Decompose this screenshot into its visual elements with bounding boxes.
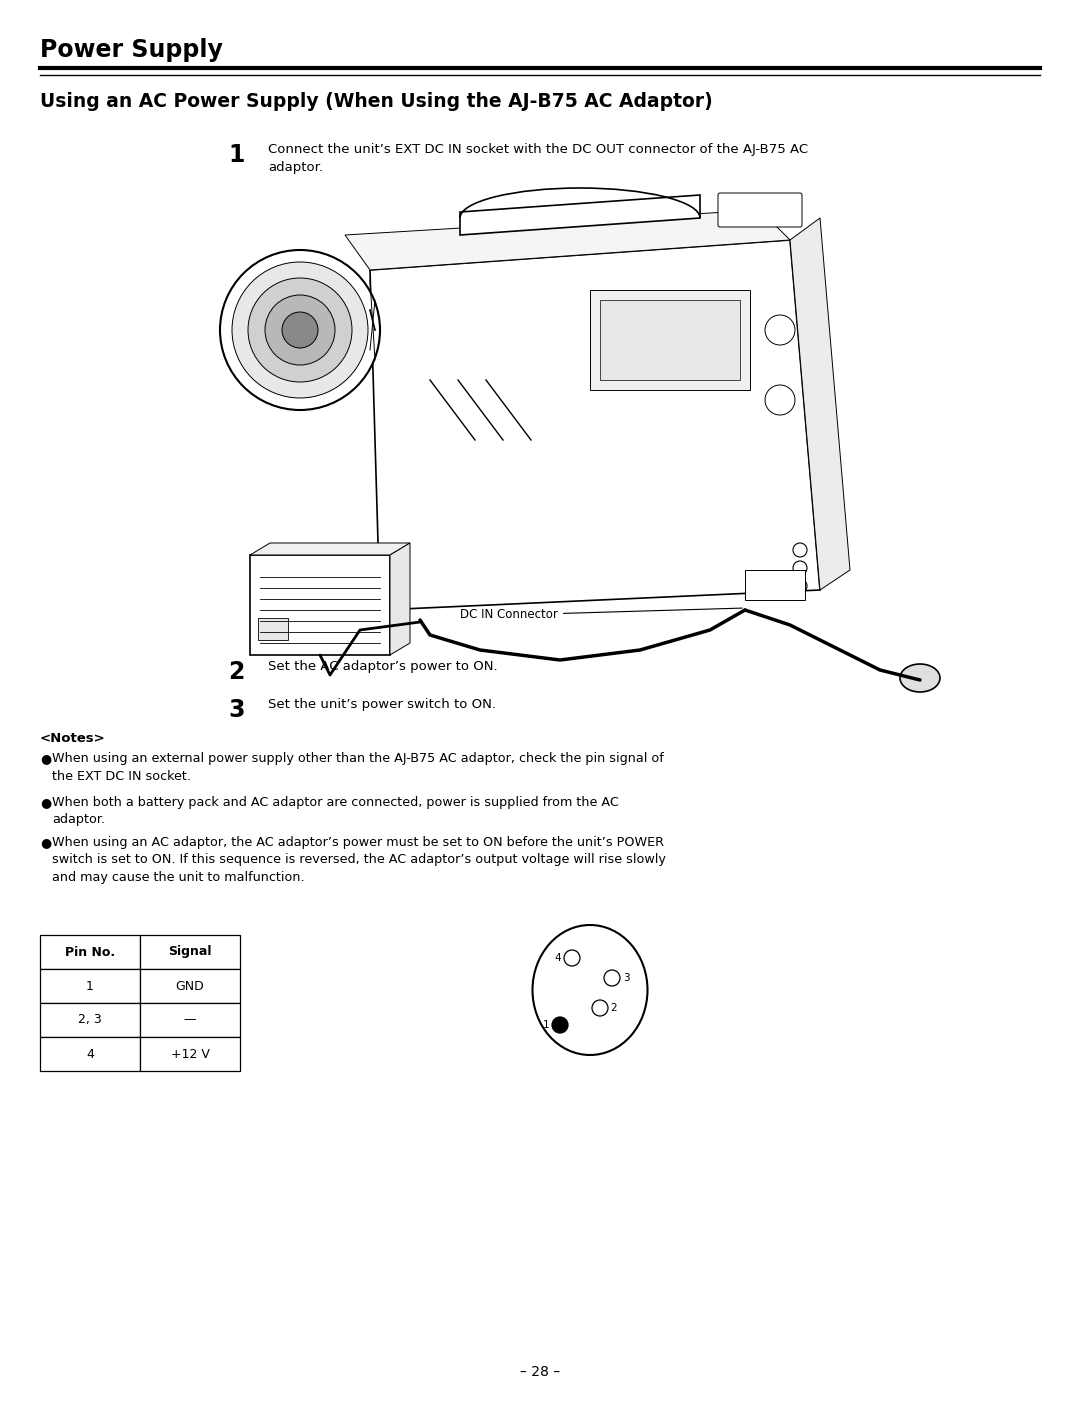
Text: 2: 2 — [610, 1003, 618, 1013]
Text: Set the unit’s power switch to ON.: Set the unit’s power switch to ON. — [268, 698, 496, 710]
Polygon shape — [789, 219, 850, 590]
Text: DC IN Connector: DC IN Connector — [460, 608, 742, 622]
Text: 3: 3 — [623, 974, 630, 984]
Polygon shape — [460, 195, 700, 235]
Text: GND: GND — [176, 979, 204, 992]
Circle shape — [793, 560, 807, 574]
Circle shape — [592, 1000, 608, 1016]
Circle shape — [793, 544, 807, 558]
Bar — [590, 290, 750, 389]
Text: 3: 3 — [228, 698, 244, 722]
Text: 4: 4 — [555, 953, 562, 962]
Text: When using an external power supply other than the AJ-B75 AC adaptor, check the : When using an external power supply othe… — [52, 752, 664, 783]
Text: ●: ● — [40, 836, 51, 849]
Text: Pin No.: Pin No. — [65, 946, 116, 958]
Bar — [40, 1037, 140, 1070]
Ellipse shape — [532, 925, 648, 1055]
Text: <Notes>: <Notes> — [40, 731, 106, 745]
Bar — [40, 1003, 140, 1037]
Circle shape — [248, 277, 352, 382]
Circle shape — [765, 315, 795, 345]
Bar — [40, 969, 140, 1003]
Bar — [140, 1037, 240, 1070]
Text: 1: 1 — [228, 143, 244, 167]
Polygon shape — [370, 240, 820, 609]
Text: +12 V: +12 V — [171, 1048, 210, 1061]
Text: Power Supply: Power Supply — [40, 38, 222, 62]
Ellipse shape — [220, 249, 380, 410]
Text: – 28 –: – 28 – — [519, 1365, 561, 1379]
Bar — [249, 555, 390, 656]
Circle shape — [765, 385, 795, 415]
Text: When both a battery pack and AC adaptor are connected, power is supplied from th: When both a battery pack and AC adaptor … — [52, 796, 619, 827]
Text: ●: ● — [40, 796, 51, 808]
Text: ●: ● — [40, 752, 51, 765]
Text: —: — — [184, 1013, 197, 1027]
Circle shape — [552, 1017, 568, 1033]
Bar — [745, 570, 805, 600]
FancyBboxPatch shape — [718, 193, 802, 227]
Text: 1: 1 — [86, 979, 94, 992]
Polygon shape — [345, 210, 789, 270]
Circle shape — [793, 579, 807, 593]
Text: 4: 4 — [86, 1048, 94, 1061]
Polygon shape — [249, 544, 410, 555]
Text: When using an AC adaptor, the AC adaptor’s power must be set to ON before the un: When using an AC adaptor, the AC adaptor… — [52, 836, 666, 884]
Polygon shape — [390, 544, 410, 656]
Circle shape — [232, 262, 368, 398]
Bar — [40, 934, 140, 969]
Text: 1: 1 — [542, 1020, 550, 1030]
Text: Connect the unit’s EXT DC IN socket with the DC OUT connector of the AJ-B75 AC
a: Connect the unit’s EXT DC IN socket with… — [268, 143, 808, 174]
Text: 2, 3: 2, 3 — [78, 1013, 102, 1027]
Bar — [600, 300, 740, 380]
Text: 2: 2 — [228, 660, 244, 684]
Text: Using an AC Power Supply (When Using the AJ-B75 AC Adaptor): Using an AC Power Supply (When Using the… — [40, 92, 713, 111]
Bar — [258, 618, 288, 640]
Circle shape — [604, 969, 620, 986]
Text: Set the AC adaptor’s power to ON.: Set the AC adaptor’s power to ON. — [268, 660, 498, 672]
Bar — [140, 934, 240, 969]
Bar — [140, 1003, 240, 1037]
Bar — [140, 969, 240, 1003]
Text: Signal: Signal — [168, 946, 212, 958]
Ellipse shape — [900, 664, 940, 692]
Circle shape — [564, 950, 580, 967]
Circle shape — [282, 312, 318, 347]
Circle shape — [265, 296, 335, 366]
